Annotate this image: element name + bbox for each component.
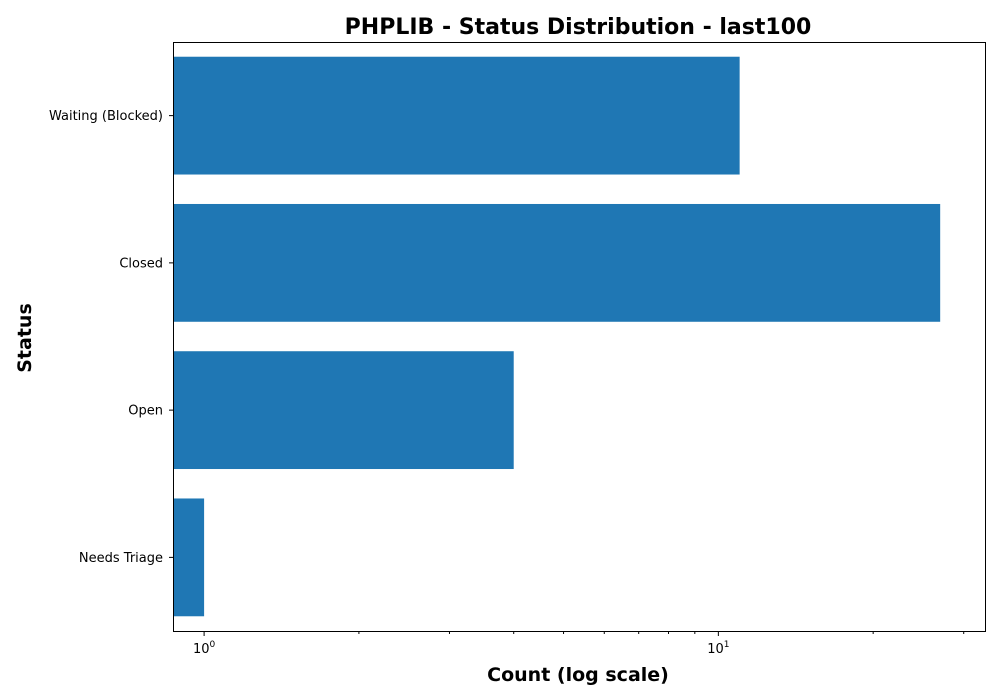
y-axis-label: Status [14,303,36,373]
y-tick-label: Closed [119,256,163,271]
y-tick-label: Waiting (Blocked) [49,109,163,124]
x-tick-label: 100 [193,640,216,657]
y-tick-label: Needs Triage [79,551,163,566]
y-axis-ticks: Waiting (Blocked) Closed Open Needs Triage [49,109,173,566]
x-axis-ticks: 100 101 [193,631,965,657]
bars-group [173,56,941,617]
bar-1 [173,203,941,322]
x-axis-label: Count (log scale) [487,664,669,686]
bar-3 [173,498,205,617]
x-tick-label: 101 [707,640,729,657]
bar-2 [173,351,514,470]
y-tick-label: Open [128,404,163,419]
bar-0 [173,56,740,175]
chart-title: PHPLIB - Status Distribution - last100 [345,15,812,40]
plot-frame [173,42,986,632]
